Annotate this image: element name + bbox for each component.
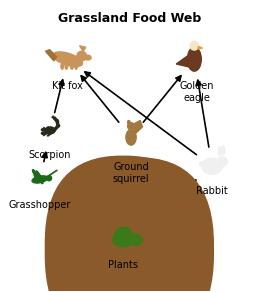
Ellipse shape — [45, 127, 55, 134]
Ellipse shape — [85, 55, 91, 60]
Ellipse shape — [41, 132, 46, 134]
Ellipse shape — [65, 64, 68, 69]
FancyBboxPatch shape — [59, 158, 213, 292]
Ellipse shape — [218, 157, 227, 166]
Ellipse shape — [77, 51, 87, 61]
Text: Golden
eagle: Golden eagle — [179, 81, 214, 102]
Polygon shape — [46, 50, 57, 61]
Text: Plants: Plants — [109, 260, 139, 270]
Ellipse shape — [53, 52, 83, 67]
Text: Ground
squirrel: Ground squirrel — [113, 162, 149, 183]
Text: Kit fox: Kit fox — [52, 81, 83, 91]
Ellipse shape — [202, 158, 222, 174]
Ellipse shape — [71, 64, 73, 69]
Polygon shape — [80, 46, 86, 51]
Polygon shape — [198, 46, 203, 49]
Ellipse shape — [130, 234, 142, 245]
Ellipse shape — [61, 64, 63, 69]
Ellipse shape — [126, 130, 136, 145]
Ellipse shape — [75, 64, 77, 69]
Ellipse shape — [190, 41, 198, 50]
Ellipse shape — [116, 227, 131, 237]
Ellipse shape — [128, 123, 134, 130]
Ellipse shape — [32, 176, 48, 183]
Ellipse shape — [128, 121, 130, 124]
Ellipse shape — [114, 230, 133, 242]
Ellipse shape — [113, 233, 134, 247]
Text: Rabbit: Rabbit — [196, 187, 228, 197]
Text: Grasshopper: Grasshopper — [9, 199, 71, 209]
Ellipse shape — [46, 175, 52, 181]
Ellipse shape — [222, 146, 225, 155]
Ellipse shape — [199, 162, 204, 166]
FancyBboxPatch shape — [45, 156, 202, 292]
Ellipse shape — [41, 129, 46, 131]
Polygon shape — [133, 120, 142, 133]
Polygon shape — [176, 56, 190, 67]
Text: Grassland Food Web: Grassland Food Web — [58, 12, 201, 25]
Text: Scorpion: Scorpion — [29, 150, 71, 160]
Ellipse shape — [187, 47, 201, 71]
Ellipse shape — [218, 147, 221, 156]
